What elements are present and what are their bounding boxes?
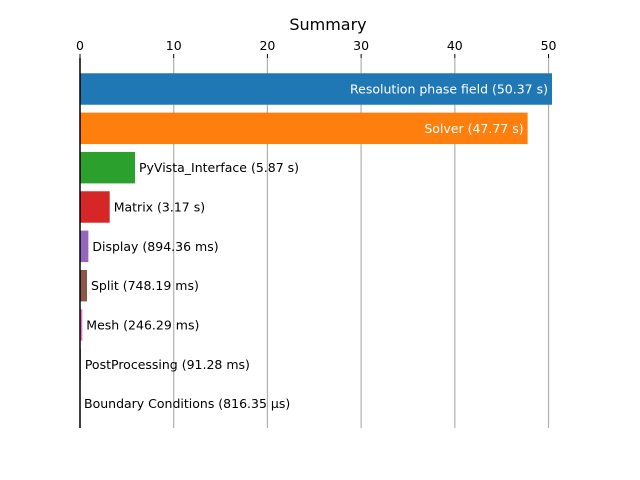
bar-label: Boundary Conditions (816.35 µs) [84, 396, 290, 411]
x-tick-label: 0 [76, 38, 84, 53]
bar-label: Solver (47.77 s) [424, 121, 523, 136]
bar-solver [80, 112, 528, 145]
x-tick-label: 10 [166, 38, 182, 53]
x-tick-label: 20 [259, 38, 275, 53]
x-axis-ticks: 0 10 20 30 40 50 [76, 38, 557, 58]
bar-label: Display (894.36 ms) [92, 239, 218, 254]
bar-display [80, 230, 89, 263]
x-tick-label: 40 [447, 38, 463, 53]
bar-mesh [80, 309, 83, 341]
bar-label: Matrix (3.17 s) [114, 200, 205, 215]
bar-label: PyVista_Interface (5.87 s) [139, 160, 299, 175]
bar-split [80, 269, 88, 302]
bar-label: Resolution phase field (50.37 s) [350, 82, 548, 97]
bar-pyvista-interface [80, 151, 136, 184]
chart-title: Summary [289, 15, 366, 34]
x-tick-label: 30 [353, 38, 369, 53]
bar-layer: Resolution phase field (50.37 s) Solver (… [80, 73, 552, 420]
bar-label: PostProcessing (91.28 ms) [85, 357, 250, 372]
bar-label: Mesh (246.29 ms) [86, 318, 199, 333]
x-tick-label: 50 [541, 38, 557, 53]
bar-label: Split (748.19 ms) [91, 278, 199, 293]
bar-matrix [80, 191, 110, 223]
bar-resolution-phase-field [80, 73, 552, 105]
